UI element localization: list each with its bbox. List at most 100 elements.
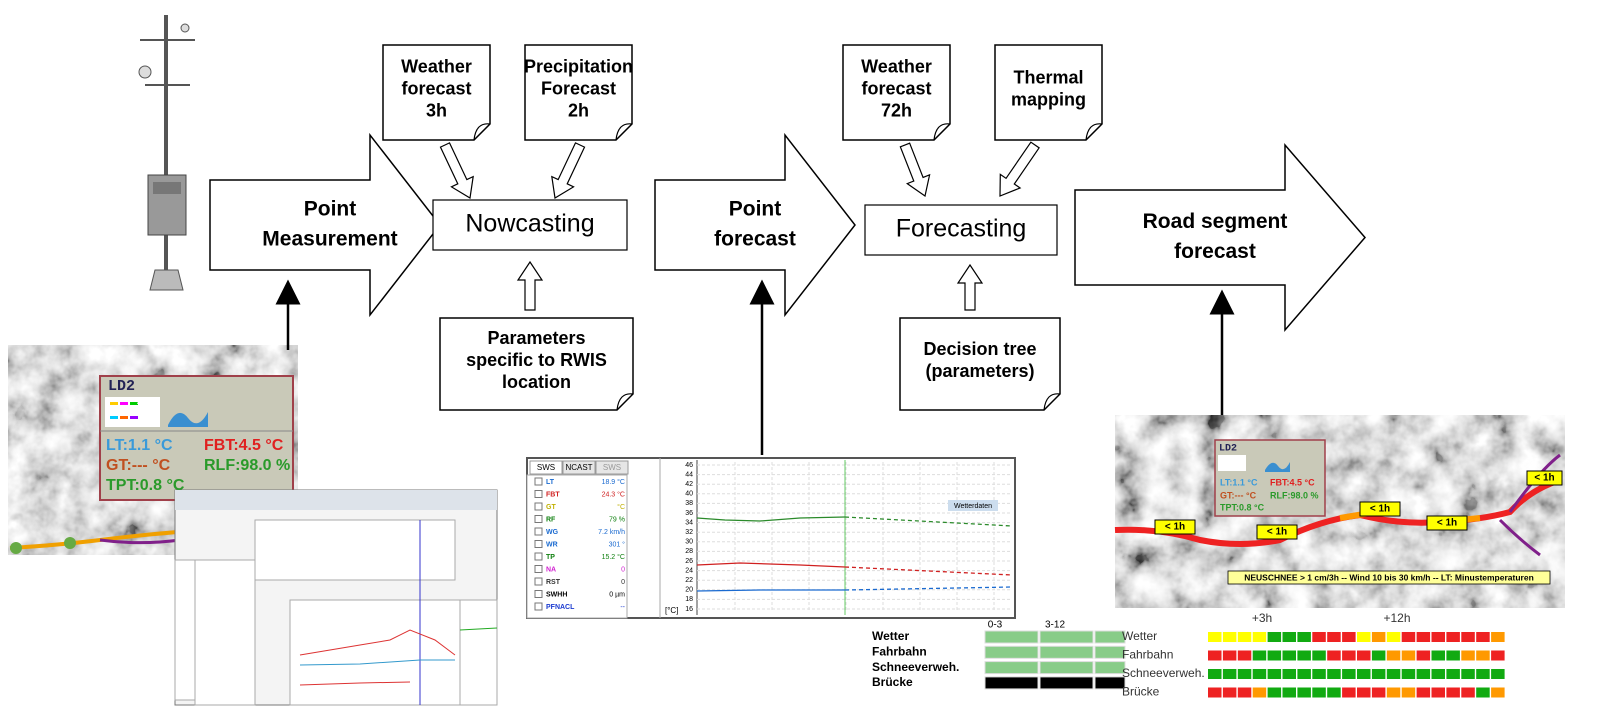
- checkbox: [535, 516, 542, 523]
- station-dot: [64, 537, 76, 549]
- status-cell: [1327, 632, 1341, 642]
- status-cell: [1476, 688, 1490, 698]
- document-label: Weather: [401, 56, 472, 76]
- icon: [1218, 455, 1246, 471]
- row-label: Fahrbahn: [1122, 648, 1173, 662]
- status-cell: [1238, 632, 1252, 642]
- status-cell: [1283, 632, 1297, 642]
- parameter-value: 0: [621, 566, 625, 573]
- status-cell: [1238, 688, 1252, 698]
- status-cell: [1040, 631, 1093, 643]
- status-cell: [1253, 632, 1267, 642]
- workflow-diagram: ❄ Weatherforecast3hPrecipitationForecast…: [0, 0, 1610, 725]
- process-arrow-label: Measurement: [262, 228, 397, 251]
- status-cell: [1432, 688, 1446, 698]
- status-cell: [1461, 669, 1475, 679]
- parameter-name: PFNACL: [546, 604, 575, 611]
- parameter-name: SWHH: [546, 591, 567, 598]
- column-header: 0-3: [988, 620, 1003, 631]
- software-screenshot: [175, 490, 497, 705]
- status-cell: [1461, 651, 1475, 661]
- status-cell: [1297, 632, 1311, 642]
- process-arrow-label: Road segment: [1143, 210, 1288, 233]
- process-arrow: [1075, 145, 1365, 330]
- status-cell: [1268, 632, 1282, 642]
- note-label: Wetterdaten: [954, 503, 992, 510]
- status-cell: [1327, 688, 1341, 698]
- document-label: Decision tree: [923, 339, 1036, 359]
- status-cell: [1342, 651, 1356, 661]
- process-arrow: [210, 135, 440, 315]
- status-cell: [1387, 632, 1401, 642]
- process-arrow: [655, 135, 855, 315]
- checkbox: [535, 491, 542, 498]
- weather-station: [139, 15, 195, 290]
- status-cell: [1402, 688, 1416, 698]
- popup-reading: RLF:98.0 %: [1270, 490, 1319, 500]
- parameter-name: LT: [546, 479, 555, 486]
- popup-reading: LT:1.1 °C: [106, 437, 173, 454]
- document-label: 2h: [568, 100, 589, 120]
- checkbox: [535, 503, 542, 510]
- status-cell: [985, 662, 1038, 674]
- badge-label: < 1h: [1267, 527, 1287, 538]
- status-cell: [1342, 688, 1356, 698]
- status-cell: [1283, 688, 1297, 698]
- tab-label: SWS: [537, 463, 555, 472]
- status-cell: [1040, 662, 1093, 674]
- status-cell: [1491, 688, 1505, 698]
- status-cell: [1387, 688, 1401, 698]
- popup-reading: RLF:98.0 %: [204, 457, 290, 474]
- parameter-value: 24.3 °C: [602, 490, 625, 498]
- status-cell: [1040, 646, 1093, 658]
- row-label: Brücke: [1122, 685, 1160, 699]
- status-cell: [1297, 669, 1311, 679]
- status-cell: [1446, 651, 1460, 661]
- status-cell: [1208, 632, 1222, 642]
- parameter-value: 79 %: [609, 516, 625, 523]
- status-cell: [1491, 632, 1505, 642]
- status-cell: [1491, 651, 1505, 661]
- popup-title: LD2: [108, 378, 135, 395]
- parameter-name: NA: [546, 566, 556, 573]
- status-cell: [1357, 651, 1371, 661]
- status-cell: [1372, 651, 1386, 661]
- badge-label: < 1h: [1165, 522, 1185, 533]
- row-label: Schneeverweh.: [1122, 666, 1205, 680]
- process-box-label: Nowcasting: [465, 210, 594, 238]
- document-label: (parameters): [925, 361, 1034, 381]
- status-cell: [1417, 632, 1431, 642]
- y-tick-label: 22: [685, 577, 693, 584]
- checkbox: [535, 478, 542, 485]
- document-label: Weather: [861, 56, 932, 76]
- status-cell: [1312, 651, 1326, 661]
- status-cell: [1095, 662, 1125, 674]
- row-label: Fahrbahn: [872, 644, 927, 658]
- input-arrow: [544, 140, 591, 203]
- process-arrow-label: Point: [304, 198, 357, 221]
- document-label: forecast: [401, 78, 471, 98]
- y-tick-label: 46: [685, 462, 693, 469]
- y-tick-label: 38: [685, 500, 693, 507]
- status-cell: [1372, 669, 1386, 679]
- status-cell: [1268, 669, 1282, 679]
- badge-label: < 1h: [1437, 518, 1457, 529]
- status-cell: [1357, 688, 1371, 698]
- status-cell: [1253, 669, 1267, 679]
- status-cell: [1095, 646, 1125, 658]
- column-header: 3-12: [1045, 620, 1065, 631]
- parameter-name: RST: [546, 579, 561, 586]
- status-cell: [1297, 688, 1311, 698]
- status-cell: [1476, 632, 1490, 642]
- status-cell: [1387, 669, 1401, 679]
- status-cell: [1223, 669, 1237, 679]
- y-tick-label: 20: [685, 587, 693, 594]
- document-label: Thermal: [1013, 67, 1083, 87]
- status-cell: [1432, 632, 1446, 642]
- document-label: forecast: [861, 78, 931, 98]
- document-label: Precipitation: [524, 56, 633, 76]
- status-cell: [1312, 669, 1326, 679]
- row-label: Wetter: [1122, 629, 1157, 643]
- status-cell: [1461, 688, 1475, 698]
- popup-reading: TPT:0.8 °C: [1220, 502, 1265, 512]
